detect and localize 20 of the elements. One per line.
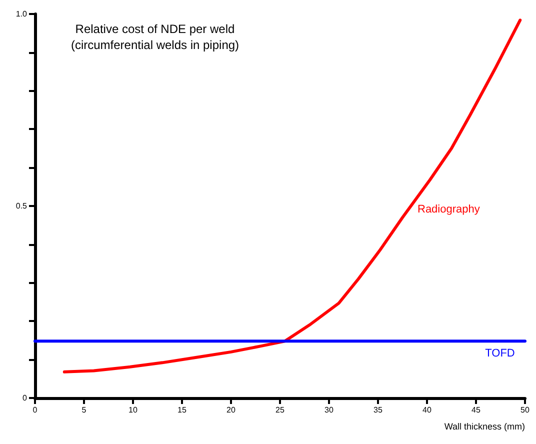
series-label: TOFD bbox=[485, 348, 515, 360]
y-tick-label: 0 bbox=[22, 394, 28, 402]
x-tick-label: 20 bbox=[226, 406, 236, 414]
x-tick-label: 15 bbox=[178, 406, 187, 414]
x-tick-label: 45 bbox=[472, 406, 481, 414]
x-tick-label: 40 bbox=[422, 406, 432, 414]
x-tick-label: 10 bbox=[128, 406, 138, 414]
x-tick-label: 30 bbox=[324, 406, 334, 414]
text: (circumferential welds in piping) bbox=[70, 38, 240, 52]
y-tick-label: 0.5 bbox=[16, 202, 28, 210]
x-tick-label: 25 bbox=[276, 406, 285, 414]
line-series bbox=[62, 18, 522, 374]
series-label: Radiography bbox=[418, 204, 480, 216]
x-tick-label: 5 bbox=[82, 406, 87, 414]
x-tick-label: 0 bbox=[32, 406, 38, 414]
x-axis-title: Wall thickness (mm) bbox=[444, 422, 525, 432]
y-tick-label: 1.0 bbox=[16, 10, 28, 18]
text: Relative cost of NDE per weld bbox=[75, 22, 235, 36]
x-tick-label: 35 bbox=[374, 406, 383, 414]
x-tick-label: 50 bbox=[520, 406, 530, 414]
